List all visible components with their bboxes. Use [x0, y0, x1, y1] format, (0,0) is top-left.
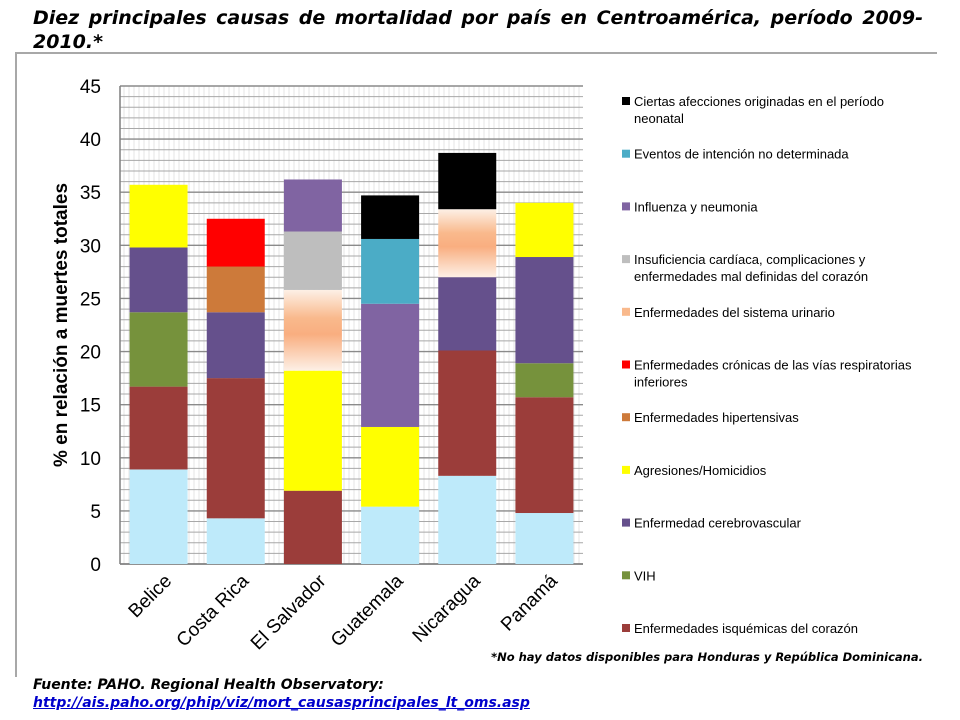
legend-label: neonatal [634, 111, 684, 126]
bar-segment [361, 238, 420, 304]
bar-segment [515, 397, 574, 514]
bar-segment-base [206, 518, 265, 564]
y-tick-label: 35 [80, 183, 101, 204]
legend-swatch [622, 624, 630, 632]
bar-segment [283, 179, 342, 232]
bar-segment-base [438, 475, 497, 564]
bar-segment [129, 247, 188, 313]
legend-label: Agresiones/Homicidios [634, 463, 767, 478]
legend-label: Enfermedad cerebrovascular [634, 516, 802, 531]
chart-frame: 0 5 10 15 20 25 30 35 40 45 % en relación a muerte… [15, 52, 937, 677]
legend-label: inferiores [634, 375, 688, 390]
bar-segment [283, 231, 342, 290]
bar-segment [438, 209, 497, 278]
legend-swatch [622, 518, 630, 527]
y-tick-label: 40 [80, 130, 101, 151]
legend-swatch [622, 571, 630, 580]
bar-segment [206, 266, 265, 313]
bar-segment [129, 386, 188, 470]
legend-swatch [622, 413, 630, 422]
legend-label: Enfermedades hipertensivas [634, 410, 799, 425]
bar-segment-base [361, 506, 420, 564]
stacked-bar-chart: 0 5 10 15 20 25 30 35 40 45 % en relación a muerte… [51, 77, 923, 664]
legend-swatch [622, 307, 630, 316]
legend-swatch [622, 255, 630, 264]
legend-label: enfermedades mal definidas del corazón [634, 269, 868, 284]
legend-label: Eventos de intención no determinada [634, 147, 849, 162]
x-tick-label: Panamá [497, 570, 562, 635]
source-link[interactable]: http://ais.paho.org/phip/viz/mort_causas… [33, 695, 530, 711]
bar-segment [283, 370, 342, 491]
legend-label: Ciertas afecciones originadas en el perí… [634, 94, 884, 109]
bar-segment-base [129, 469, 188, 564]
bar-segment [515, 257, 574, 364]
legend-label: Enfermedades del sistema urinario [634, 305, 835, 320]
bar-segment [206, 378, 265, 519]
y-tick-label: 15 [80, 396, 101, 417]
bar-segment [438, 277, 497, 351]
source-block: Fuente: PAHO. Regional Health Observator… [33, 676, 530, 712]
y-tick-label: 10 [80, 449, 101, 470]
x-tick-label: Guatemala [327, 570, 408, 651]
legend-label: Enfermedades isquémicas del corazón [634, 621, 858, 636]
x-tick-label: El Salvador [247, 570, 331, 654]
bar-segment [438, 350, 497, 476]
bar-segment-base [515, 513, 574, 564]
bar-segment [283, 289, 342, 371]
bar-segment [361, 303, 420, 427]
source-label: Fuente: PAHO. Regional Health Observator… [33, 677, 384, 693]
legend-label: Insuficiencia cardíaca, complicaciones y [634, 252, 866, 267]
bar-segment [515, 202, 574, 258]
bar-segment [206, 218, 265, 267]
y-tick-label: 30 [80, 236, 101, 257]
bar-segment [361, 195, 420, 239]
page-title: Diez principales causas de mortalidad po… [33, 7, 923, 53]
bar-segment [129, 184, 188, 248]
legend-label: VIH [634, 568, 656, 583]
y-tick-label: 5 [90, 502, 101, 523]
legend-swatch [622, 202, 630, 211]
bar-segment [515, 363, 574, 398]
y-tick-label: 45 [80, 77, 101, 98]
y-tick-label: 20 [80, 343, 101, 364]
plot-area [120, 86, 583, 564]
bar-segment [283, 490, 342, 564]
x-tick-label: Belice [125, 571, 176, 622]
footnote: *No hay datos disponibles para Honduras … [491, 650, 923, 664]
x-tick-label: Nicaragua [409, 570, 485, 646]
legend-swatch [622, 97, 630, 105]
bar-segment [206, 312, 265, 379]
y-tick-label: 0 [90, 555, 101, 576]
legend-swatch [622, 360, 630, 369]
legend-swatch [622, 465, 630, 474]
y-axis-title: % en relación a muertes totales [51, 183, 72, 467]
legend-label: Enfermedades crónicas de las vías respir… [634, 358, 912, 373]
bar-segment [361, 426, 420, 507]
bar-segment [438, 152, 497, 210]
legend-label: Influenza y neumonia [634, 199, 758, 214]
legend-swatch [622, 149, 630, 158]
bar-segment [129, 312, 188, 387]
y-tick-label: 25 [80, 289, 101, 310]
x-tick-label: Costa Rica [173, 570, 254, 651]
